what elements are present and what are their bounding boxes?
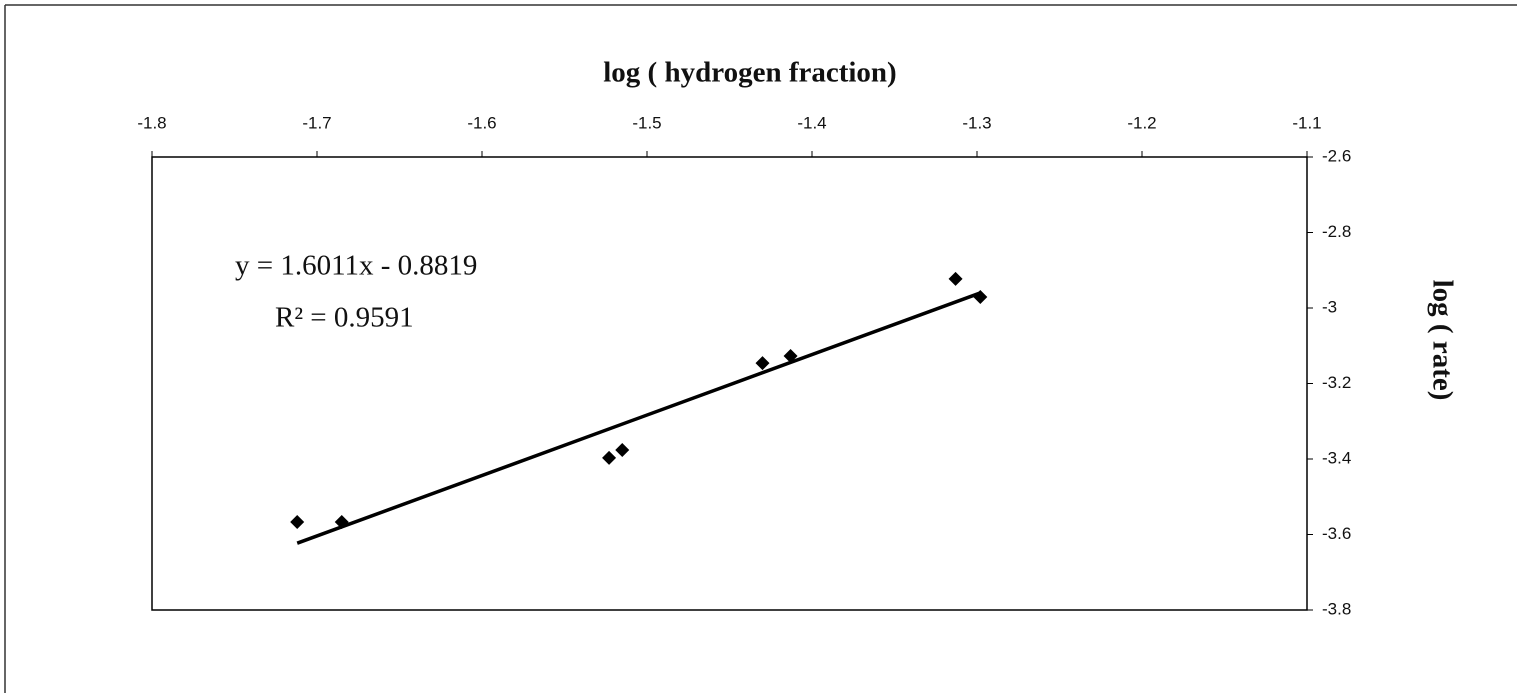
point xyxy=(973,290,988,305)
x-tick-label: -1.5 xyxy=(632,113,661,132)
trendline xyxy=(296,291,981,545)
x-tick-label: -1.3 xyxy=(962,113,991,132)
point xyxy=(755,356,770,371)
x-tick-label: -1.7 xyxy=(302,113,331,132)
y-tick-label: -3.8 xyxy=(1322,599,1351,618)
equation: y = 1.6011x - 0.8819 xyxy=(235,250,477,282)
point xyxy=(290,515,305,530)
x-tick-label: -1.2 xyxy=(1127,113,1156,132)
y-tick-label: -3.4 xyxy=(1322,448,1351,467)
y-tick-label: -3 xyxy=(1322,297,1337,316)
point xyxy=(615,442,630,457)
y-axis-label: log ( rate) xyxy=(1426,280,1458,401)
point xyxy=(602,450,617,465)
x-tick-label: -1.8 xyxy=(137,113,166,132)
x-tick-label: -1.4 xyxy=(797,113,826,132)
y-tick-label: -3.2 xyxy=(1322,373,1351,392)
y-tick-label: -3.6 xyxy=(1322,524,1351,543)
r-squared: R² = 0.9591 xyxy=(275,302,414,334)
point xyxy=(948,271,963,286)
x-tick-label: -1.6 xyxy=(467,113,496,132)
y-tick-label: -2.6 xyxy=(1322,146,1351,165)
x-axis-label: log ( hydrogen fraction) xyxy=(603,57,896,89)
x-tick-label: -1.1 xyxy=(1292,113,1321,132)
y-tick-label: -2.8 xyxy=(1322,222,1351,241)
